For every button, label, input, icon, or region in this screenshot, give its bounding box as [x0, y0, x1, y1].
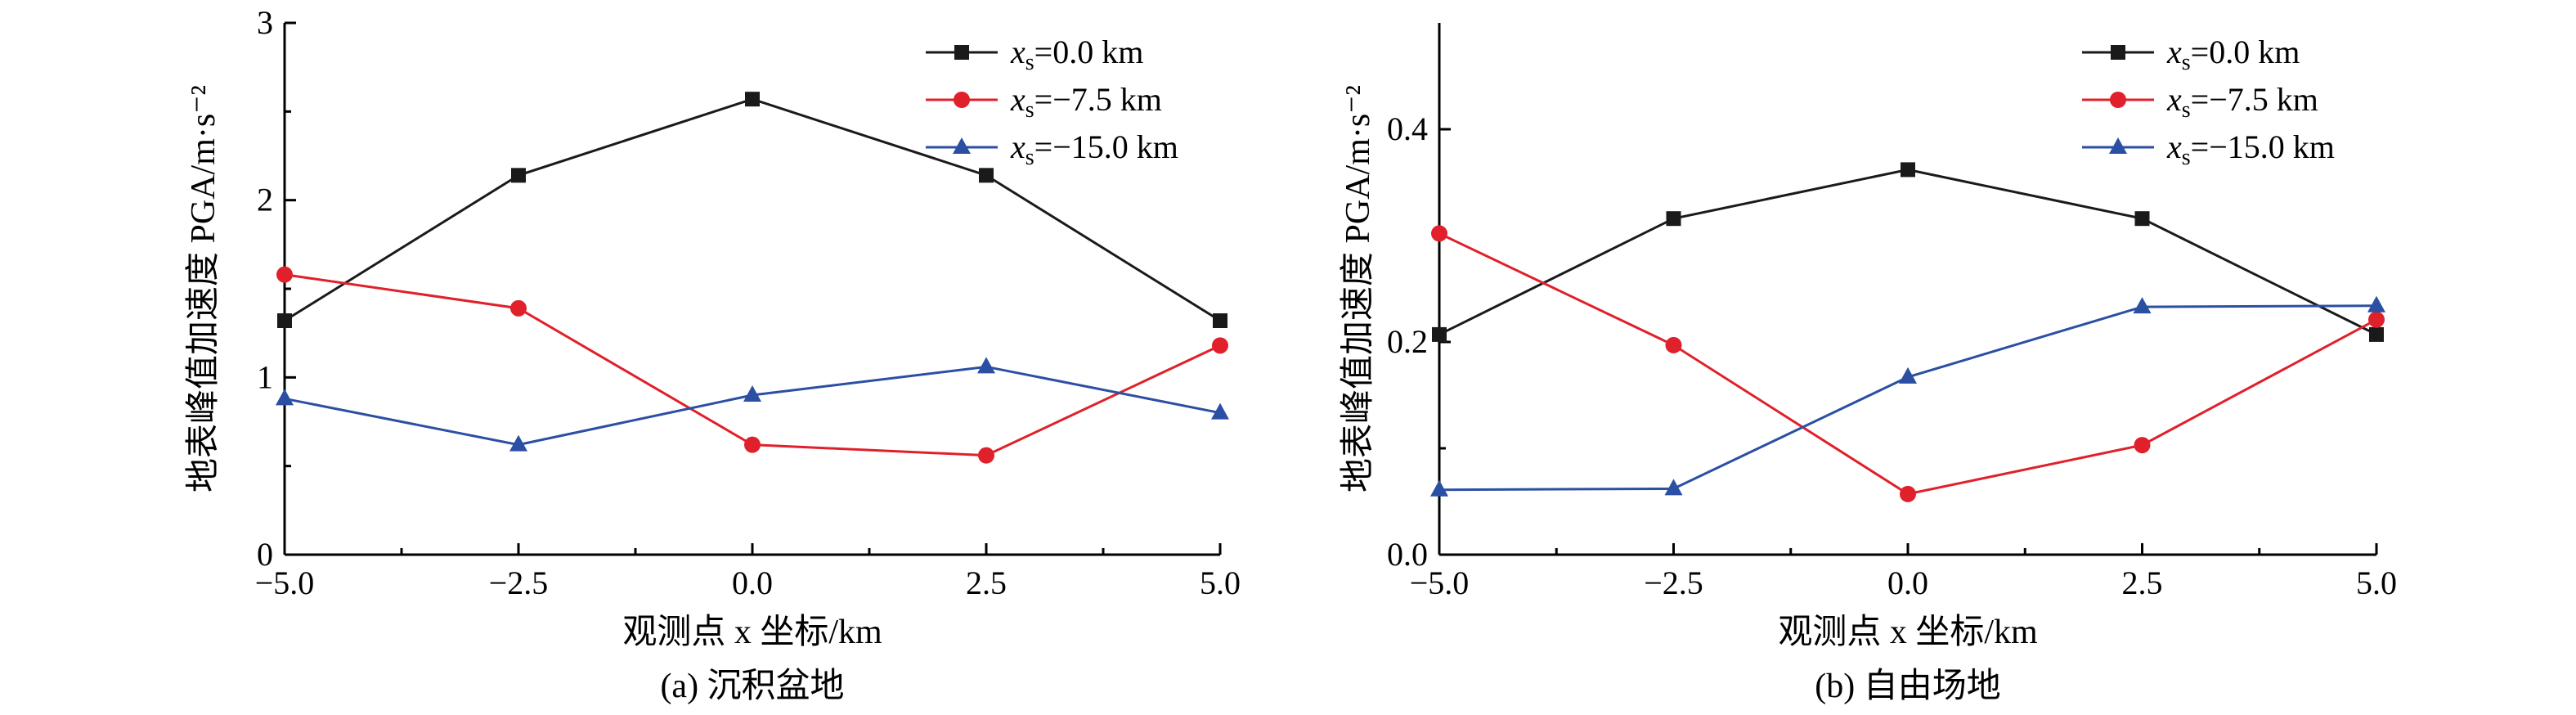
data-point — [743, 385, 761, 402]
legend-label: xs=−7.5 km — [1010, 81, 1162, 123]
data-point — [977, 357, 995, 374]
legend-label: xs=−15.0 km — [1010, 128, 1178, 170]
x-axis-label: 观测点 x 坐标/km — [622, 614, 882, 651]
data-point — [1432, 326, 1447, 342]
y-tick-label: 0.4 — [1387, 110, 1428, 147]
data-point — [1666, 211, 1681, 227]
legend-marker — [2111, 45, 2125, 60]
x-tick-label: −5.0 — [255, 564, 315, 601]
legend-item: xs=−15.0 km — [926, 128, 1178, 170]
data-point — [2134, 437, 2151, 454]
series-1 — [276, 266, 1228, 464]
data-point — [510, 299, 527, 317]
series-line — [284, 273, 1221, 457]
data-point — [979, 168, 994, 183]
chart-panel-a: −5.0 −2.5 0.0 2.5 5.0 0 1 2 3 观测点 x 坐标/km 地表峰值加速度 … — [185, 4, 1241, 705]
series-line — [1438, 168, 2377, 336]
data-point — [1430, 479, 1448, 497]
legend: xs=0.0 km xs=−7.5 km xs=−15.0 km — [926, 34, 1178, 170]
y-axis-label: 地表峰值加速度 PGA/m·s⁻² — [185, 85, 222, 492]
data-point — [2367, 295, 2385, 313]
y-tick-label: 1 — [257, 358, 273, 395]
x-tick-label: −5.0 — [1410, 564, 1470, 601]
series-line — [1438, 304, 2377, 492]
legend-item: xs=0.0 km — [926, 34, 1143, 75]
data-point — [1665, 336, 1682, 353]
data-point — [1899, 366, 1917, 384]
panel-caption: (a) 沉积盆地 — [660, 668, 844, 705]
x-tick-label: 0.0 — [1887, 564, 1928, 601]
data-point — [1431, 225, 1447, 242]
data-point — [2133, 297, 2152, 314]
x-tick-label: 2.5 — [966, 564, 1007, 601]
data-point — [1664, 479, 1683, 496]
series-0 — [1432, 162, 2384, 342]
legend-label: xs=0.0 km — [2166, 34, 2300, 75]
y-tick-label: 2 — [257, 182, 273, 218]
series-line — [284, 365, 1221, 447]
data-point — [276, 389, 294, 406]
series-2 — [1430, 295, 2385, 497]
data-point — [277, 313, 292, 328]
legend-label: xs=0.0 km — [1010, 34, 1143, 75]
series-line — [1438, 232, 2377, 496]
data-point — [2368, 311, 2385, 328]
x-tick-label: −2.5 — [489, 564, 549, 601]
legend-marker — [954, 92, 970, 108]
x-tick-label: 2.5 — [2122, 564, 2163, 601]
data-point — [509, 434, 527, 452]
x-tick-label: 5.0 — [2356, 564, 2397, 601]
legend-label: xs=−7.5 km — [2166, 81, 2318, 123]
series-2 — [276, 357, 1229, 452]
y-tick-label: 0.2 — [1387, 323, 1428, 360]
y-tick-label: 0 — [257, 536, 273, 573]
data-point — [1213, 313, 1227, 328]
data-point — [2369, 326, 2384, 342]
legend-marker — [2109, 137, 2127, 154]
x-tick-label: 0.0 — [732, 564, 773, 601]
data-point — [744, 436, 761, 453]
legend-item: xs=−7.5 km — [2082, 81, 2318, 123]
legend-marker — [953, 137, 971, 154]
panel-caption: (b) 自由场地 — [1815, 668, 2000, 705]
y-axis-label: 地表峰值加速度 PGA/m·s⁻² — [1340, 85, 1377, 492]
chart-panel-b: −5.0 −2.5 0.0 2.5 5.0 0.0 0.2 0.4 观测点 x 坐标/km 地表峰… — [1340, 23, 2397, 705]
series-0 — [277, 92, 1227, 328]
data-point — [1212, 337, 1228, 354]
data-point — [1901, 162, 1915, 178]
legend-item: xs=0.0 km — [2082, 34, 2300, 75]
x-axis-label: 观测点 x 坐标/km — [1778, 614, 2038, 651]
legend-label: xs=−15.0 km — [2166, 128, 2335, 170]
series-1 — [1431, 225, 2385, 502]
y-tick-label: 0.0 — [1387, 536, 1428, 573]
data-point — [276, 266, 293, 283]
data-point — [745, 92, 760, 107]
legend-item: xs=−15.0 km — [2082, 128, 2335, 170]
data-point — [2134, 211, 2150, 227]
data-point — [511, 168, 526, 183]
data-point — [978, 447, 994, 464]
y-tick-label: 3 — [257, 4, 273, 41]
data-point — [1900, 485, 1916, 502]
x-tick-label: −2.5 — [1644, 564, 1703, 601]
data-point — [1211, 402, 1229, 420]
legend-marker — [954, 45, 969, 60]
legend-item: xs=−7.5 km — [926, 81, 1162, 123]
legend: xs=0.0 km xs=−7.5 km xs=−15.0 km — [2082, 34, 2335, 170]
legend-marker — [2110, 92, 2126, 108]
x-tick-label: 5.0 — [1200, 564, 1241, 601]
